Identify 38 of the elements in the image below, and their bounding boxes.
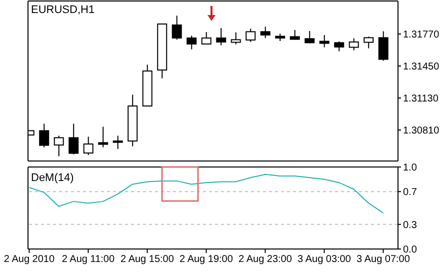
candlestick [54,135,64,157]
x-tick-label: 2 Aug 19:00 [180,254,234,266]
candlestick [230,32,241,45]
candlestick [334,40,344,52]
candlestick [201,32,212,44]
candlestick [98,126,108,148]
x-tick-label: 2 Aug 15:00 [120,254,174,266]
y-tick-label: 1.31770 [403,30,440,41]
candlestick [83,136,94,156]
y-tick-label: 0.0 [403,244,418,256]
x-tick-label: 2 Aug 23:00 [238,254,292,266]
candlestick [260,26,270,38]
x-tick-label: 2 Aug 2010 [4,254,55,266]
y-tick-label: 0.3 [403,220,418,231]
candlestick [378,30,388,62]
candlestick [246,28,256,42]
candlestick [319,34,330,48]
y-tick-label: 1.31130 [403,94,439,105]
candlestick [304,30,315,44]
y-tick-label: 0.7 [403,187,418,198]
x-tick-label: 2 Aug 11:00 [62,254,115,266]
candlestick [112,135,123,150]
chart-title: EURUSD,H1 [31,4,95,16]
candlestick [39,123,50,148]
line-series [28,174,384,214]
candlestick [68,123,79,155]
x-tick-label: 3 Aug 03:00 [298,254,352,266]
candlestick [364,36,374,49]
x-tick-label: 3 Aug 07:00 [356,254,410,266]
candlestick [290,30,300,40]
y-tick-label: 1.31450 [403,62,440,73]
candlestick [348,38,359,51]
y-tick-label: 1.30810 [403,126,440,137]
candlestick [186,35,197,50]
candlestick [216,28,226,46]
candlestick [172,15,182,40]
y-tick-label: 1.0 [403,162,418,174]
chart-title: DeM(14) [31,172,74,184]
